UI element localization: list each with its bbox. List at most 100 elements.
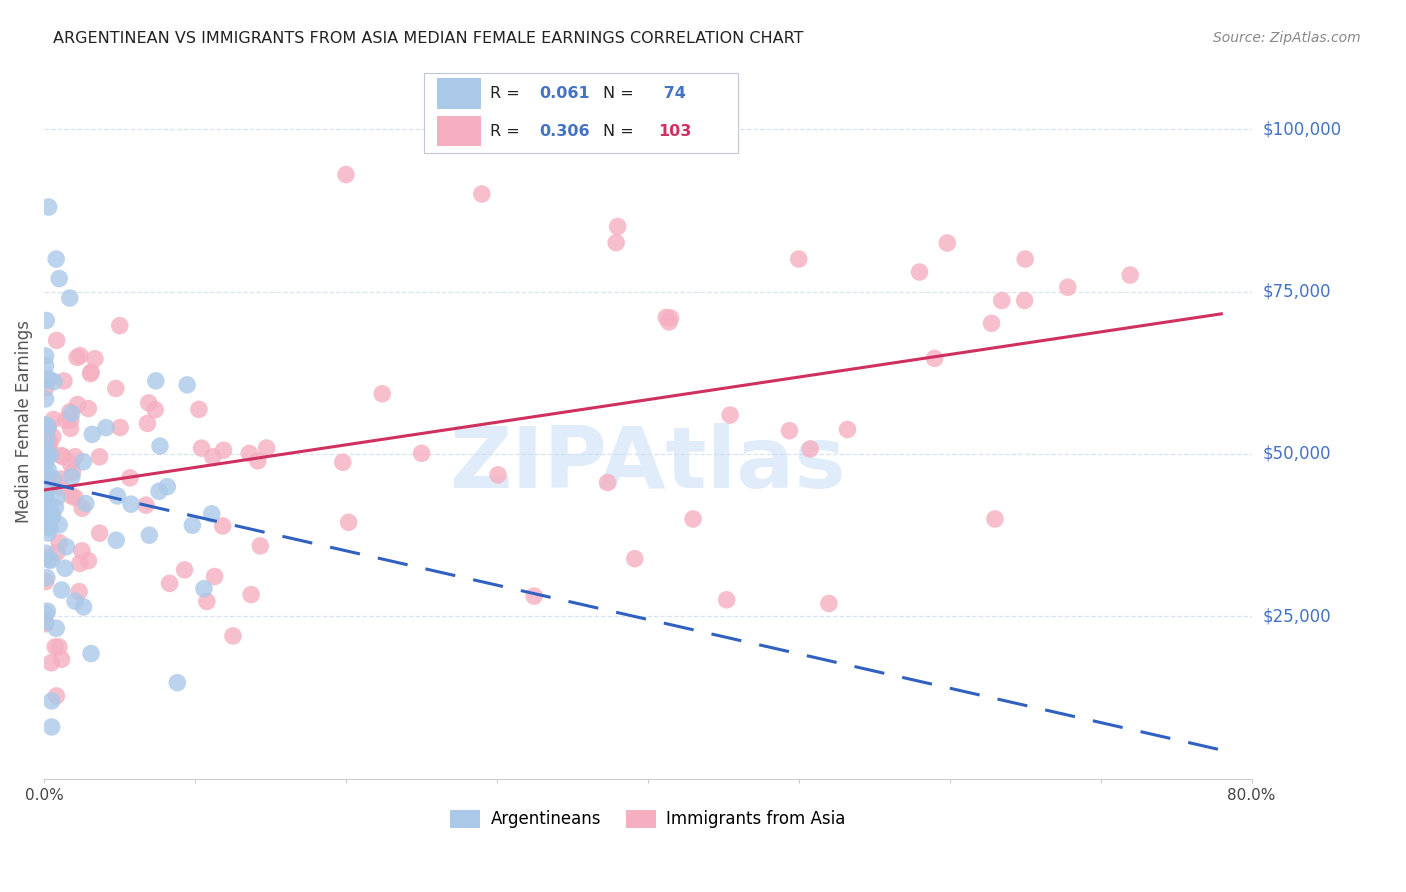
Point: [42, 412, 65, 426]
Point: [211, 519, 233, 533]
Point: [35, 483, 58, 498]
Point: [42, 509, 65, 524]
Text: $100,000: $100,000: [1263, 120, 1341, 138]
Point: [35, 432, 58, 446]
Point: [104, 381, 127, 395]
Point: [38, 553, 60, 567]
Point: [1014, 252, 1036, 266]
Point: [176, 377, 198, 392]
Point: [605, 235, 627, 250]
Point: [682, 512, 704, 526]
Point: [60, 489, 83, 503]
Point: [79, 367, 101, 381]
Point: [83, 351, 105, 366]
Point: [34, 359, 56, 373]
Point: [337, 516, 360, 530]
Point: [486, 467, 509, 482]
Point: [34, 392, 56, 406]
Point: [34, 446, 56, 460]
Point: [166, 675, 188, 690]
Point: [787, 252, 810, 266]
Point: [59, 291, 82, 305]
Point: [44, 500, 66, 515]
Point: [48, 640, 70, 654]
Point: [145, 374, 167, 388]
Point: [173, 563, 195, 577]
Point: [212, 443, 235, 458]
Point: [72, 599, 94, 614]
Point: [34, 440, 56, 454]
Point: [35, 466, 58, 480]
Point: [187, 402, 209, 417]
Text: ZIPAtlas: ZIPAtlas: [450, 423, 846, 506]
Point: [34, 494, 56, 508]
Point: [249, 539, 271, 553]
Point: [35, 313, 58, 327]
Point: [38, 441, 60, 455]
Point: [718, 408, 741, 422]
Point: [55, 540, 77, 554]
Legend: Argentineans, Immigrants from Asia: Argentineans, Immigrants from Asia: [444, 803, 852, 835]
Point: [38, 372, 60, 386]
Point: [45, 689, 67, 703]
Point: [34, 491, 56, 506]
Point: [778, 424, 800, 438]
Point: [138, 396, 160, 410]
Text: $50,000: $50,000: [1263, 445, 1331, 463]
Text: ARGENTINEAN VS IMMIGRANTS FROM ASIA MEDIAN FEMALE EARNINGS CORRELATION CHART: ARGENTINEAN VS IMMIGRANTS FROM ASIA MEDI…: [53, 31, 804, 46]
Point: [936, 235, 959, 250]
Point: [190, 441, 212, 455]
Point: [69, 349, 91, 363]
Point: [34, 381, 56, 395]
Point: [51, 652, 73, 666]
Point: [222, 629, 245, 643]
Point: [37, 500, 59, 514]
Point: [148, 484, 170, 499]
Point: [63, 491, 86, 505]
Text: Source: ZipAtlas.com: Source: ZipAtlas.com: [1213, 31, 1361, 45]
Point: [39, 656, 62, 670]
Point: [908, 265, 931, 279]
Point: [655, 310, 678, 325]
Point: [67, 584, 90, 599]
Point: [39, 553, 62, 567]
Point: [246, 454, 269, 468]
Point: [984, 512, 1007, 526]
Point: [34, 491, 56, 506]
Text: $25,000: $25,000: [1263, 607, 1331, 625]
Point: [63, 450, 86, 464]
Point: [35, 450, 58, 465]
Point: [990, 293, 1012, 308]
Y-axis label: Median Female Earnings: Median Female Earnings: [15, 320, 32, 523]
Point: [716, 592, 738, 607]
Point: [143, 402, 166, 417]
Point: [94, 420, 117, 434]
Point: [108, 318, 131, 333]
Point: [156, 480, 179, 494]
Point: [41, 506, 63, 520]
Point: [51, 583, 73, 598]
Point: [66, 351, 89, 365]
Point: [44, 640, 66, 654]
Point: [38, 436, 60, 450]
Point: [59, 405, 82, 419]
Point: [980, 316, 1002, 330]
Point: [37, 419, 59, 434]
Point: [35, 509, 58, 524]
Point: [523, 589, 546, 603]
Point: [924, 351, 946, 366]
Point: [818, 597, 841, 611]
Point: [89, 526, 111, 541]
Point: [658, 315, 681, 329]
Point: [1014, 293, 1036, 308]
Point: [53, 374, 76, 388]
Point: [135, 498, 157, 512]
Point: [82, 427, 104, 442]
Point: [59, 421, 82, 435]
Point: [37, 604, 59, 618]
Point: [34, 607, 56, 621]
Point: [48, 517, 70, 532]
Point: [37, 550, 59, 565]
Point: [34, 454, 56, 468]
Point: [42, 471, 65, 485]
